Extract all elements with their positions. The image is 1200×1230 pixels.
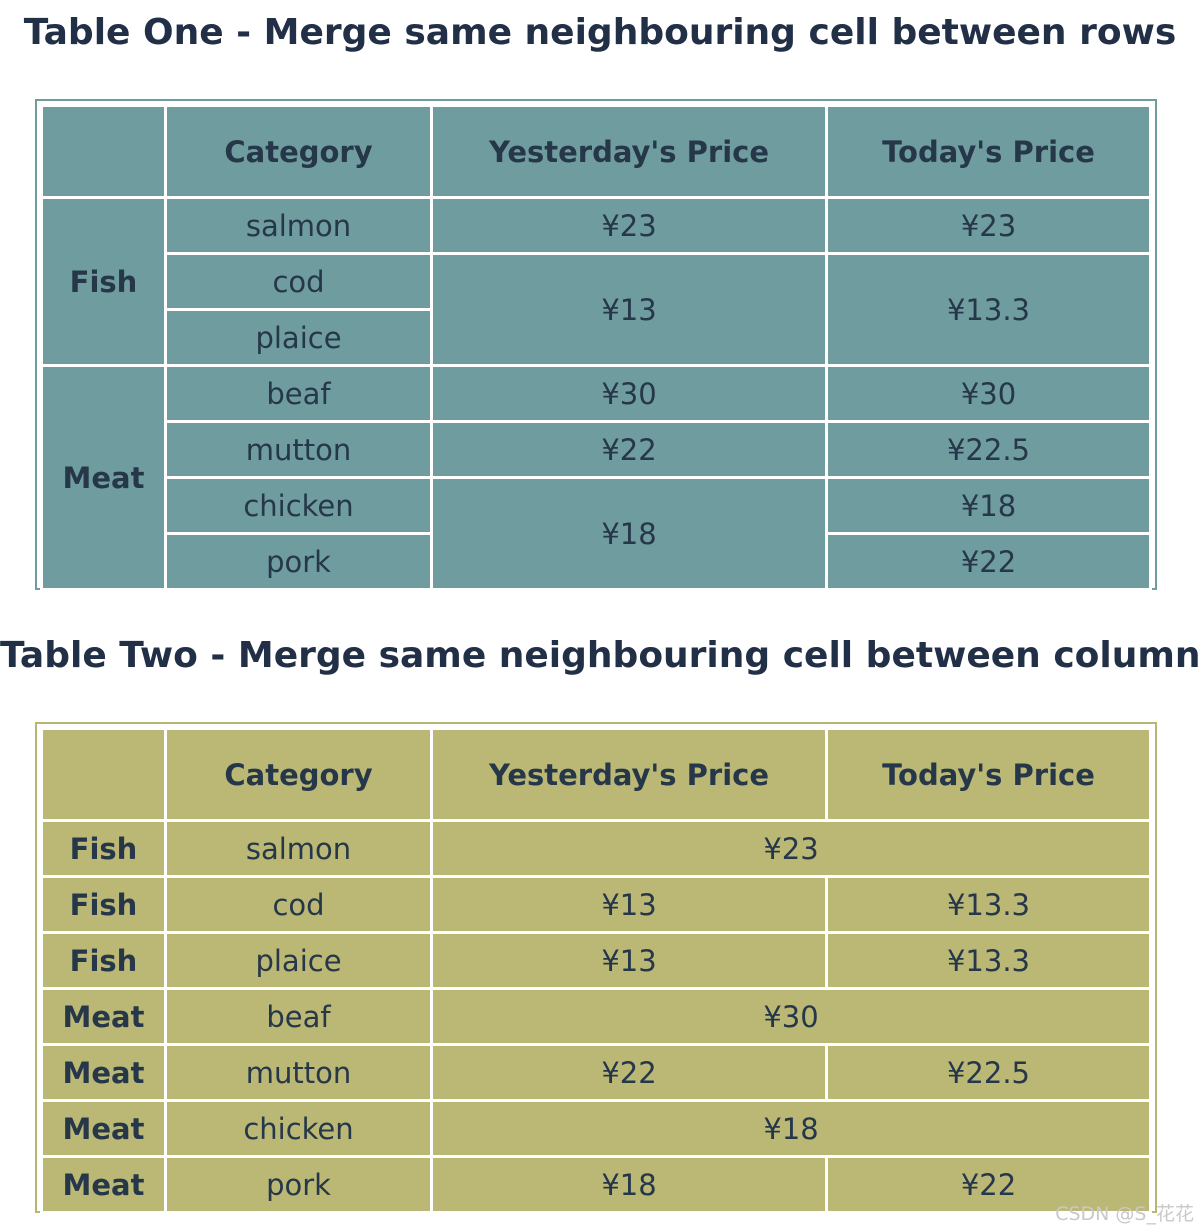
- merged-price-cell: ¥30: [430, 987, 1152, 1046]
- category-cell: pork: [164, 532, 433, 591]
- group-cell: Fish: [40, 931, 167, 990]
- yesterday-price-cell: ¥18: [430, 476, 828, 591]
- table-row: Meat beaf ¥30: [40, 987, 1152, 1046]
- header-category: Category: [164, 104, 433, 199]
- table-row: plaice: [42, 308, 1151, 367]
- header-today-price: Today's Price: [825, 104, 1152, 199]
- table-one-title: Table One - Merge same neighbouring cell…: [23, 12, 1177, 53]
- category-cell: pork: [164, 1155, 433, 1214]
- group-cell: Meat: [40, 1155, 167, 1214]
- yesterday-price-cell: ¥13: [430, 252, 828, 367]
- today-price-cell: ¥22.5: [825, 420, 1152, 479]
- merged-price-cell: ¥18: [430, 1099, 1152, 1158]
- category-cell: chicken: [164, 1099, 433, 1158]
- yesterday-price-cell: ¥30: [430, 364, 828, 423]
- yesterday-price-cell: ¥13: [430, 875, 828, 934]
- table-row: Meat chicken ¥18: [40, 1099, 1152, 1158]
- today-price-cell: ¥22: [825, 532, 1152, 591]
- group-cell: Fish: [40, 875, 167, 934]
- header-yesterday-price: Yesterday's Price: [430, 104, 828, 199]
- today-price-cell: ¥13.3: [825, 252, 1152, 367]
- header-today-price: Today's Price: [825, 727, 1152, 822]
- header-blank: [40, 104, 167, 199]
- yesterday-price-cell: ¥13: [430, 931, 828, 990]
- group-cell-fish: Fish: [40, 196, 167, 367]
- table-row: Fish salmon ¥23: [40, 819, 1152, 878]
- header-blank: [40, 727, 167, 822]
- table-one-header-row: Category Yesterday's Price Today's Price: [40, 104, 1152, 199]
- table-two-title: Table Two - Merge same neighbouring cell…: [0, 635, 1200, 676]
- category-cell: plaice: [164, 931, 433, 990]
- group-cell: Meat: [40, 1043, 167, 1102]
- category-cell: mutton: [164, 1043, 433, 1102]
- category-cell: mutton: [164, 420, 433, 479]
- merged-price-cell: ¥23: [430, 819, 1152, 878]
- group-cell: Meat: [40, 987, 167, 1046]
- table-one: Category Yesterday's Price Today's Price…: [35, 99, 1157, 591]
- today-price-cell: ¥13.3: [825, 931, 1152, 990]
- category-cell: cod: [164, 875, 433, 934]
- category-cell: salmon: [164, 196, 433, 255]
- table-row: Fish salmon ¥23 ¥23: [40, 196, 1152, 367]
- yesterday-price-cell: ¥18: [430, 1155, 828, 1214]
- today-price-cell: ¥22: [825, 1155, 1152, 1214]
- table-row: pork ¥22: [42, 532, 1152, 591]
- header-category: Category: [164, 727, 433, 822]
- category-cell: salmon: [164, 819, 433, 878]
- table-two: Category Yesterday's Price Today's Price…: [35, 722, 1157, 1214]
- group-cell: Meat: [40, 1099, 167, 1158]
- table-row: Meat mutton ¥22 ¥22.5: [40, 1043, 1152, 1102]
- today-price-cell: ¥13.3: [825, 875, 1152, 934]
- category-cell: cod: [164, 252, 433, 311]
- today-price-cell: ¥22.5: [825, 1043, 1152, 1102]
- category-cell: beaf: [164, 364, 433, 423]
- category-cell: chicken: [164, 476, 433, 535]
- watermark: CSDN @S_花花: [1055, 1203, 1194, 1225]
- yesterday-price-cell: ¥23: [430, 196, 828, 255]
- today-price-cell: ¥30: [825, 364, 1152, 423]
- today-price-cell: ¥23: [825, 196, 1152, 255]
- category-cell: beaf: [164, 987, 433, 1046]
- table-row: Meat beaf ¥30 ¥30: [40, 364, 1152, 591]
- table-row: Fish plaice ¥13 ¥13.3: [40, 931, 1152, 990]
- group-cell-meat: Meat: [40, 364, 167, 591]
- category-cell: plaice: [164, 308, 433, 367]
- table-row: chicken ¥18 ¥18: [42, 476, 1152, 591]
- table-row: Meat pork ¥18 ¥22: [40, 1155, 1152, 1214]
- table-row: mutton ¥22 ¥22.5: [42, 420, 1152, 479]
- table-row: Fish cod ¥13 ¥13.3: [40, 875, 1152, 934]
- group-cell: Fish: [40, 819, 167, 878]
- table-two-header-row: Category Yesterday's Price Today's Price: [40, 727, 1152, 822]
- header-yesterday-price: Yesterday's Price: [430, 727, 828, 822]
- yesterday-price-cell: ¥22: [430, 1043, 828, 1102]
- table-row: cod ¥13 ¥13.3: [42, 252, 1152, 367]
- today-price-cell: ¥18: [825, 476, 1152, 535]
- yesterday-price-cell: ¥22: [430, 420, 828, 479]
